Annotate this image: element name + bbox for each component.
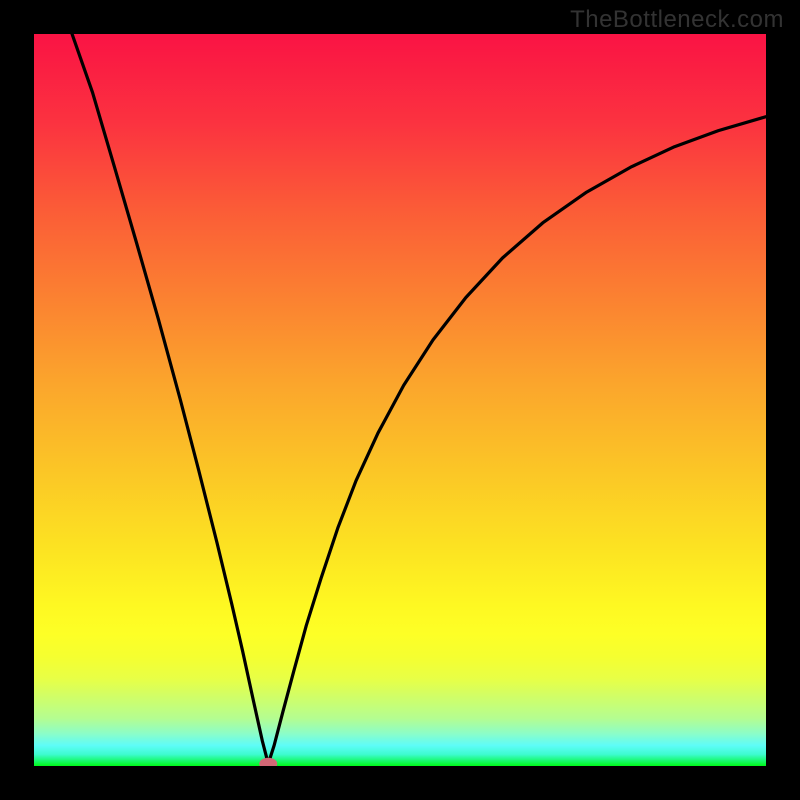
plot-svg <box>34 34 766 766</box>
plot-area <box>34 34 766 766</box>
chart-container: TheBottleneck.com <box>0 0 800 800</box>
watermark-text: TheBottleneck.com <box>570 6 784 34</box>
gradient-background <box>34 34 766 766</box>
